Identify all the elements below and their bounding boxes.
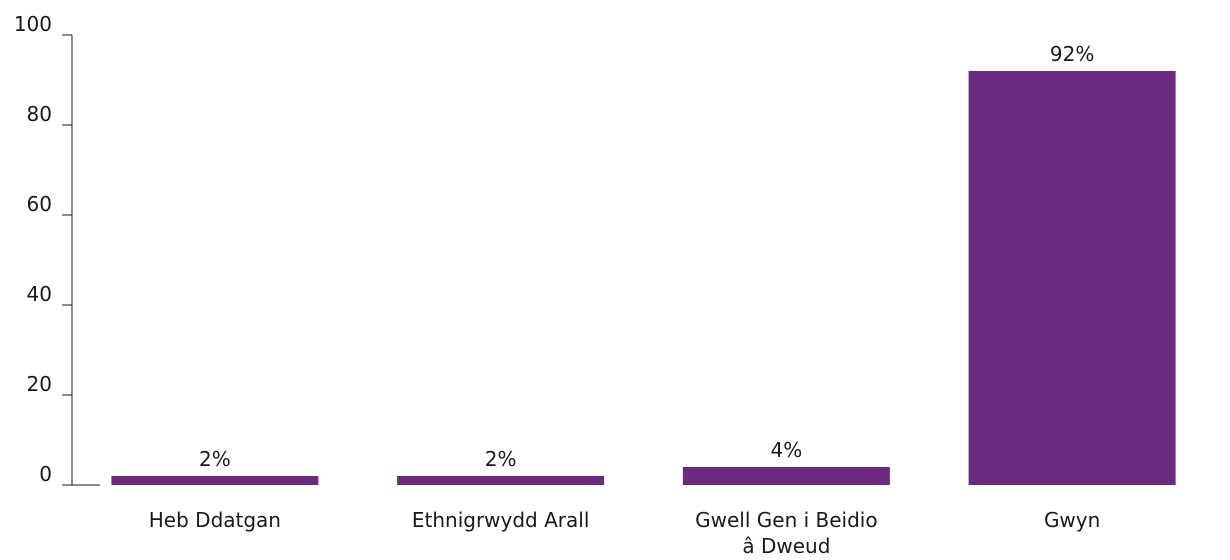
x-category-label-line: â Dweud — [742, 534, 830, 558]
x-category-label: Heb Ddatgan — [149, 508, 281, 532]
y-tick-label: 100 — [14, 12, 52, 36]
x-category-label: Gwell Gen i Beidio â Dweud — [695, 508, 877, 558]
y-tick-label: 60 — [27, 192, 52, 216]
x-category-label-line: Ethnigrwydd Arall — [412, 508, 590, 532]
bar — [968, 71, 1176, 485]
x-category-label: Gwyn — [1044, 508, 1100, 532]
y-tick-label: 0 — [39, 462, 52, 486]
data-label: 4% — [771, 438, 803, 462]
data-label: 92% — [1050, 42, 1094, 66]
data-label: 2% — [199, 447, 231, 471]
bar — [397, 476, 605, 485]
x-category-label-line: Gwyn — [1044, 508, 1100, 532]
data-labels: 2% 2% 4% 92% — [199, 42, 1094, 471]
x-axis-labels: Heb Ddatgan Ethnigrwydd Arall Gwell Gen i … — [149, 508, 1101, 558]
x-category-label-line: Gwell Gen i Beidio — [695, 508, 877, 532]
y-tick-label: 40 — [27, 282, 52, 306]
bar — [111, 476, 319, 485]
y-tick-label: 80 — [27, 102, 52, 126]
y-tick-label: 20 — [27, 372, 52, 396]
bar — [682, 467, 890, 485]
y-axis: 0 20 40 60 80 100 — [14, 12, 100, 486]
x-category-label-line: Heb Ddatgan — [149, 508, 281, 532]
x-category-label: Ethnigrwydd Arall — [412, 508, 590, 532]
bars — [111, 71, 1176, 485]
data-label: 2% — [485, 447, 517, 471]
